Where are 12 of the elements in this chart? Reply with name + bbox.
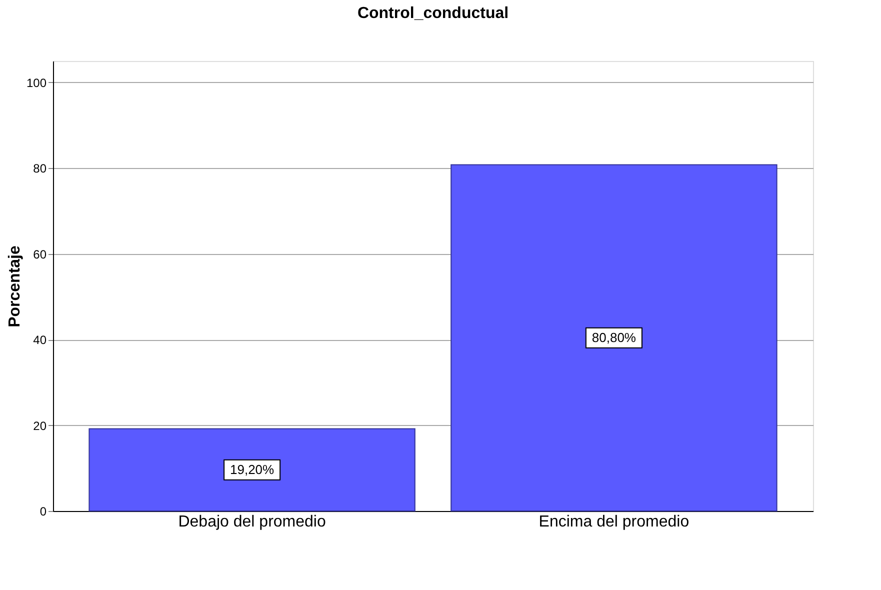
chart-title: Control_conductual: [357, 5, 509, 22]
y-tick-label: 80: [33, 162, 47, 176]
y-tick-label: 100: [26, 76, 47, 90]
y-tick-label: 60: [33, 247, 47, 262]
data-label: 80,80%: [592, 330, 636, 345]
y-tick-label: 40: [33, 333, 47, 348]
y-axis-title: Porcentaje: [6, 245, 24, 328]
y-tick-label: 20: [33, 418, 47, 433]
data-label: 19,20%: [230, 462, 275, 477]
x-tick-label: Debajo del promedio: [178, 514, 326, 530]
x-tick-label: Encima del promedio: [538, 514, 690, 530]
y-tick-label: 0: [40, 504, 47, 518]
